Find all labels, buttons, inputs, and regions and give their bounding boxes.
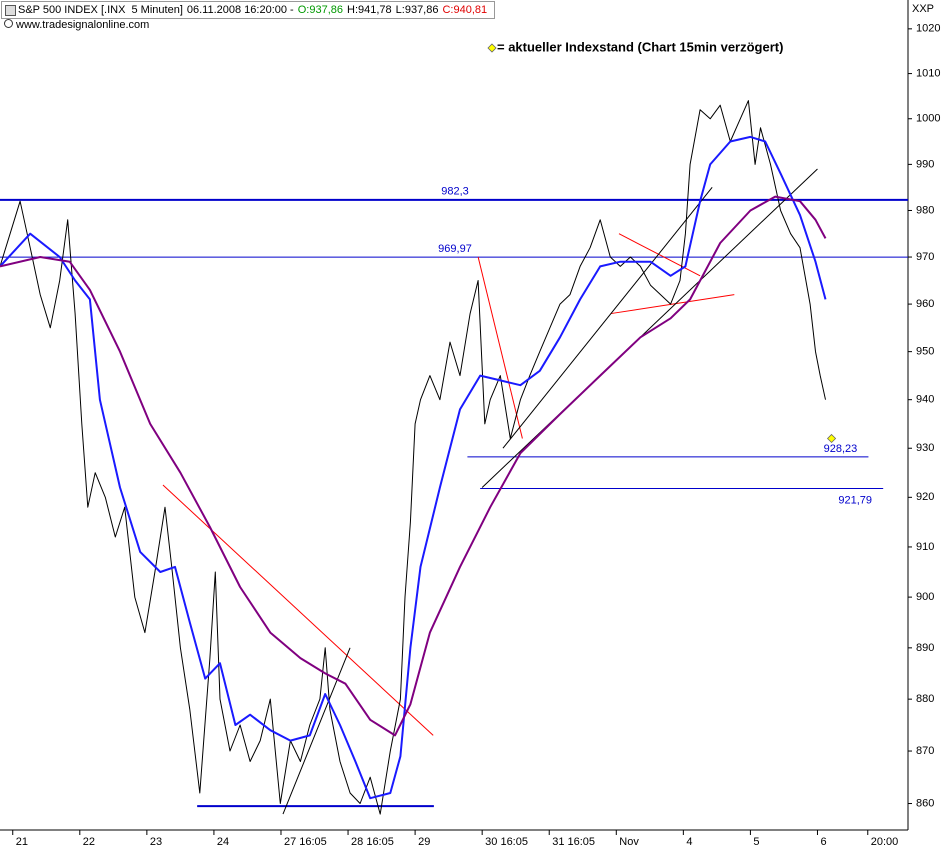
level-label: 969,97 (438, 243, 472, 255)
y-tick-label: 1000 (916, 113, 940, 125)
trendline (477, 256, 523, 439)
price-line (0, 100, 826, 815)
y-tick-label: 860 (916, 797, 934, 809)
level-label: 928,23 (824, 443, 858, 455)
header-icon (5, 5, 16, 16)
trendline (162, 484, 434, 736)
y-tick-label: 970 (916, 251, 934, 263)
x-tick-label: 20:00 (871, 836, 899, 848)
y-tick-label: 990 (916, 158, 934, 170)
current-marker (826, 433, 837, 444)
trendline (502, 187, 713, 449)
trendline (481, 168, 818, 488)
x-tick-label: 30 16:05 (485, 836, 528, 848)
y-tick-label: 900 (916, 591, 934, 603)
x-tick-label: 6 (820, 836, 826, 848)
trendline (282, 647, 351, 815)
y-tick-label: 890 (916, 642, 934, 654)
axis-label: XXP (912, 3, 934, 15)
x-tick-label: 21 (16, 836, 28, 848)
x-tick-label: 23 (150, 836, 162, 848)
x-tick-label: 24 (217, 836, 229, 848)
y-tick-label: 930 (916, 442, 934, 454)
website: www.tradesignalonline.com (4, 19, 149, 31)
y-tick-label: 980 (916, 204, 934, 216)
level-label: 982,3 (441, 186, 469, 198)
legend-marker (487, 43, 497, 53)
y-tick-label: 920 (916, 491, 934, 503)
header: S&P 500 INDEX [.INX 5 Minuten] 06.11.2008… (1, 1, 496, 19)
y-tick-label: 950 (916, 346, 934, 358)
website-icon (4, 19, 13, 28)
price-line (0, 195, 827, 737)
symbol: S&P 500 INDEX [.INX 5 Minuten] (18, 4, 183, 16)
trendline (618, 233, 701, 277)
x-tick-label: Nov (619, 836, 639, 848)
datetime: 06.11.2008 16:20:00 - (186, 4, 294, 16)
x-tick-label: 5 (753, 836, 759, 848)
y-tick-label: 960 (916, 298, 934, 310)
x-tick-label: 28 16:05 (351, 836, 394, 848)
x-tick-label: 31 16:05 (552, 836, 595, 848)
level-label: 921,79 (838, 494, 872, 506)
legend-text: = aktueller Indexstand (Chart 15min verz… (497, 39, 783, 54)
x-tick-label: 22 (83, 836, 95, 848)
ohlc-value: H:941,78 (347, 4, 392, 16)
x-tick-label: 27 16:05 (284, 836, 327, 848)
y-tick-label: 940 (916, 394, 934, 406)
x-tick-label: 4 (686, 836, 692, 848)
y-tick-label: 880 (916, 693, 934, 705)
x-tick-label: 29 (418, 836, 430, 848)
y-tick-label: 910 (916, 541, 934, 553)
ohlc-value: L:937,86 (395, 4, 439, 16)
price-line (0, 135, 827, 800)
y-tick-label: 1020 (916, 23, 940, 35)
ohlc-value: C:940,81 (442, 4, 488, 16)
trendline (610, 294, 735, 315)
y-tick-label: 1010 (916, 67, 940, 79)
y-tick-label: 870 (916, 745, 934, 757)
ohlc-value: O:937,86 (297, 4, 343, 16)
website-text: www.tradesignalonline.com (16, 19, 150, 31)
